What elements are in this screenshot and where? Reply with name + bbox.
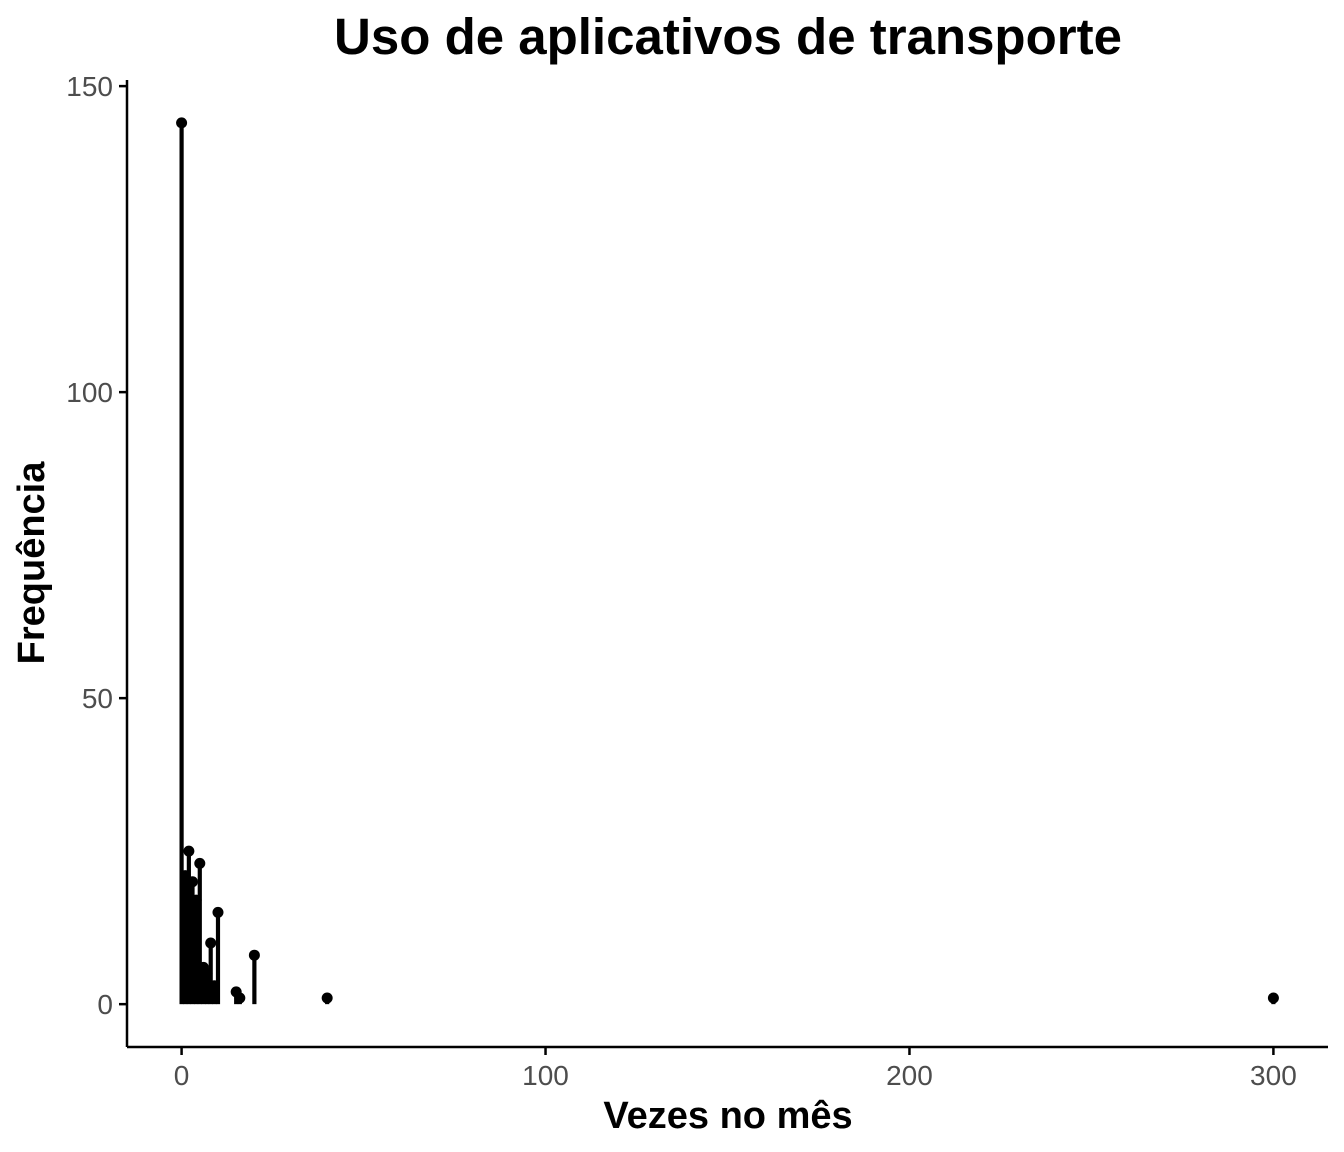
data-point (321, 992, 333, 1004)
x-tick-label: 300 (1250, 1060, 1297, 1091)
bar (201, 967, 206, 1005)
bar (252, 955, 257, 1005)
data-point (205, 937, 217, 949)
data-point (234, 992, 246, 1004)
bar (190, 881, 195, 1005)
x-tick-label: 200 (886, 1060, 933, 1091)
data-point (201, 968, 213, 980)
y-axis-ticks: 0 50 100 150 (66, 71, 127, 1020)
chart-title: Uso de aplicativos de transporte (334, 8, 1122, 65)
bar (179, 122, 184, 1005)
y-tick-label: 0 (97, 989, 113, 1020)
x-tick-label: 100 (522, 1060, 569, 1091)
data-point (190, 894, 202, 906)
y-tick-label: 100 (66, 377, 113, 408)
data-point (248, 949, 260, 961)
bar (194, 900, 199, 1005)
y-axis-label: Frequência (11, 461, 53, 665)
bar (197, 863, 202, 1005)
point-marks (176, 117, 1279, 1004)
data-point (212, 906, 224, 918)
bar (204, 973, 210, 1005)
bar (212, 985, 217, 1005)
data-point (187, 876, 199, 888)
data-point (183, 845, 195, 857)
data-point (179, 870, 191, 882)
bar (183, 875, 188, 1005)
x-axis-ticks: 0 100 200 300 (174, 1047, 1297, 1091)
x-tick-label: 0 (174, 1060, 190, 1091)
data-point (208, 980, 220, 992)
y-tick-label: 150 (66, 71, 113, 102)
x-axis-label: Vezes no mês (603, 1095, 852, 1137)
data-point (1267, 992, 1279, 1004)
data-point (194, 857, 206, 869)
data-point (176, 117, 188, 129)
bar (186, 851, 191, 1005)
y-tick-label: 50 (82, 683, 113, 714)
bar-marks (179, 122, 1276, 1005)
bar (215, 912, 221, 1005)
